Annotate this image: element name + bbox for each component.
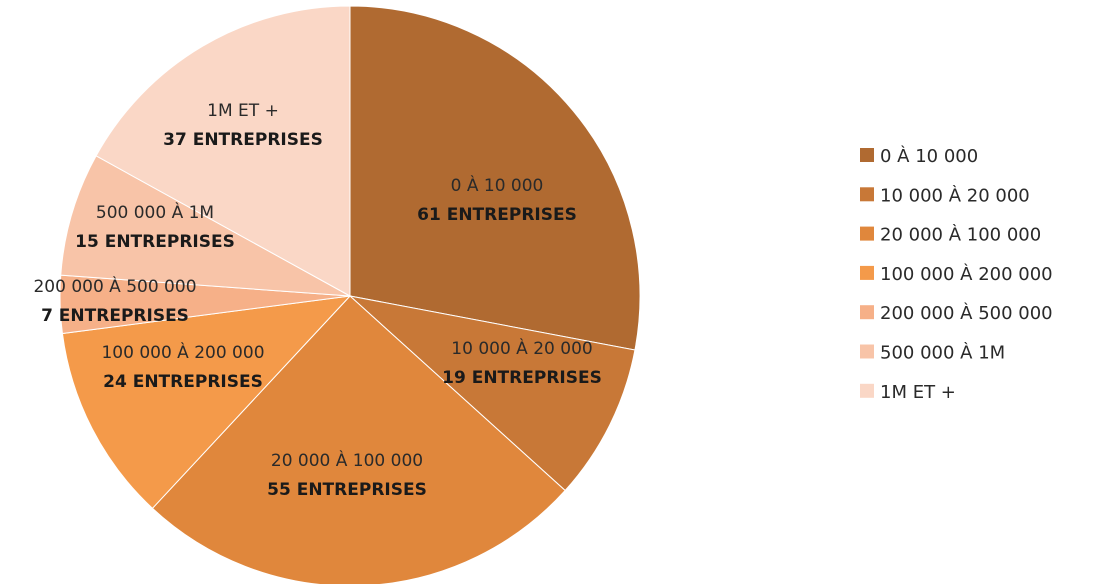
- legend-item: 10 000 À 20 000: [860, 184, 1030, 206]
- legend: 0 À 10 000 10 000 À 20 000 20 000 À 100 00…: [860, 145, 1053, 403]
- pie-slices: [59, 5, 641, 584]
- slice-value-label: 37 ENTREPRISES: [163, 130, 323, 150]
- slice-category-label: 0 À 10 000: [451, 174, 544, 196]
- legend-label: 100 000 À 200 000: [880, 263, 1053, 285]
- pie-slice: [60, 155, 351, 297]
- slice-category-label: 100 000 À 200 000: [101, 341, 264, 363]
- slice-category-label: 1M ET +: [207, 101, 279, 121]
- legend-item: 200 000 À 500 000: [860, 302, 1053, 324]
- slice-value-label: 61 ENTREPRISES: [417, 205, 577, 225]
- slice-category-label: 200 000 À 500 000: [33, 275, 196, 297]
- slice-value-label: 15 ENTREPRISES: [75, 232, 235, 252]
- slice-value-label: 19 ENTREPRISES: [442, 368, 602, 388]
- slice-value-label: 55 ENTREPRISES: [267, 480, 427, 500]
- legend-item: 20 000 À 100 000: [860, 224, 1041, 246]
- pie-slice: [61, 295, 352, 510]
- slice-category-label: 500 000 À 1M: [96, 201, 214, 223]
- legend-label: 10 000 À 20 000: [880, 184, 1030, 206]
- legend-swatch: [860, 265, 874, 280]
- slice-labels: 0 À 10 000 61 ENTREPRISES 10 000 À 20 000 1…: [33, 101, 601, 500]
- legend-label: 1M ET +: [880, 382, 956, 403]
- pie-slice: [349, 5, 641, 351]
- slice-value-label: 7 ENTREPRISES: [41, 306, 189, 326]
- slice-value-label: 24 ENTREPRISES: [103, 372, 263, 392]
- legend-swatch: [860, 305, 874, 320]
- legend-label: 200 000 À 500 000: [880, 302, 1053, 324]
- slice-category-label: 10 000 À 20 000: [451, 337, 592, 359]
- legend-swatch: [860, 344, 874, 359]
- pie-slice: [95, 5, 351, 297]
- legend-label: 20 000 À 100 000: [880, 224, 1041, 246]
- legend-swatch: [860, 383, 874, 398]
- legend-item: 0 À 10 000: [860, 145, 978, 167]
- legend-item: 100 000 À 200 000: [860, 263, 1053, 285]
- legend-swatch: [860, 226, 874, 241]
- legend-item: 500 000 À 1M: [860, 342, 1005, 364]
- legend-label: 500 000 À 1M: [880, 342, 1005, 364]
- legend-item: 1M ET +: [860, 382, 956, 403]
- pie-slice: [151, 295, 566, 584]
- legend-swatch: [860, 187, 874, 202]
- pie-slice: [348, 295, 636, 492]
- legend-label: 0 À 10 000: [880, 145, 978, 167]
- slice-category-label: 20 000 À 100 000: [271, 449, 423, 471]
- legend-swatch: [860, 148, 874, 162]
